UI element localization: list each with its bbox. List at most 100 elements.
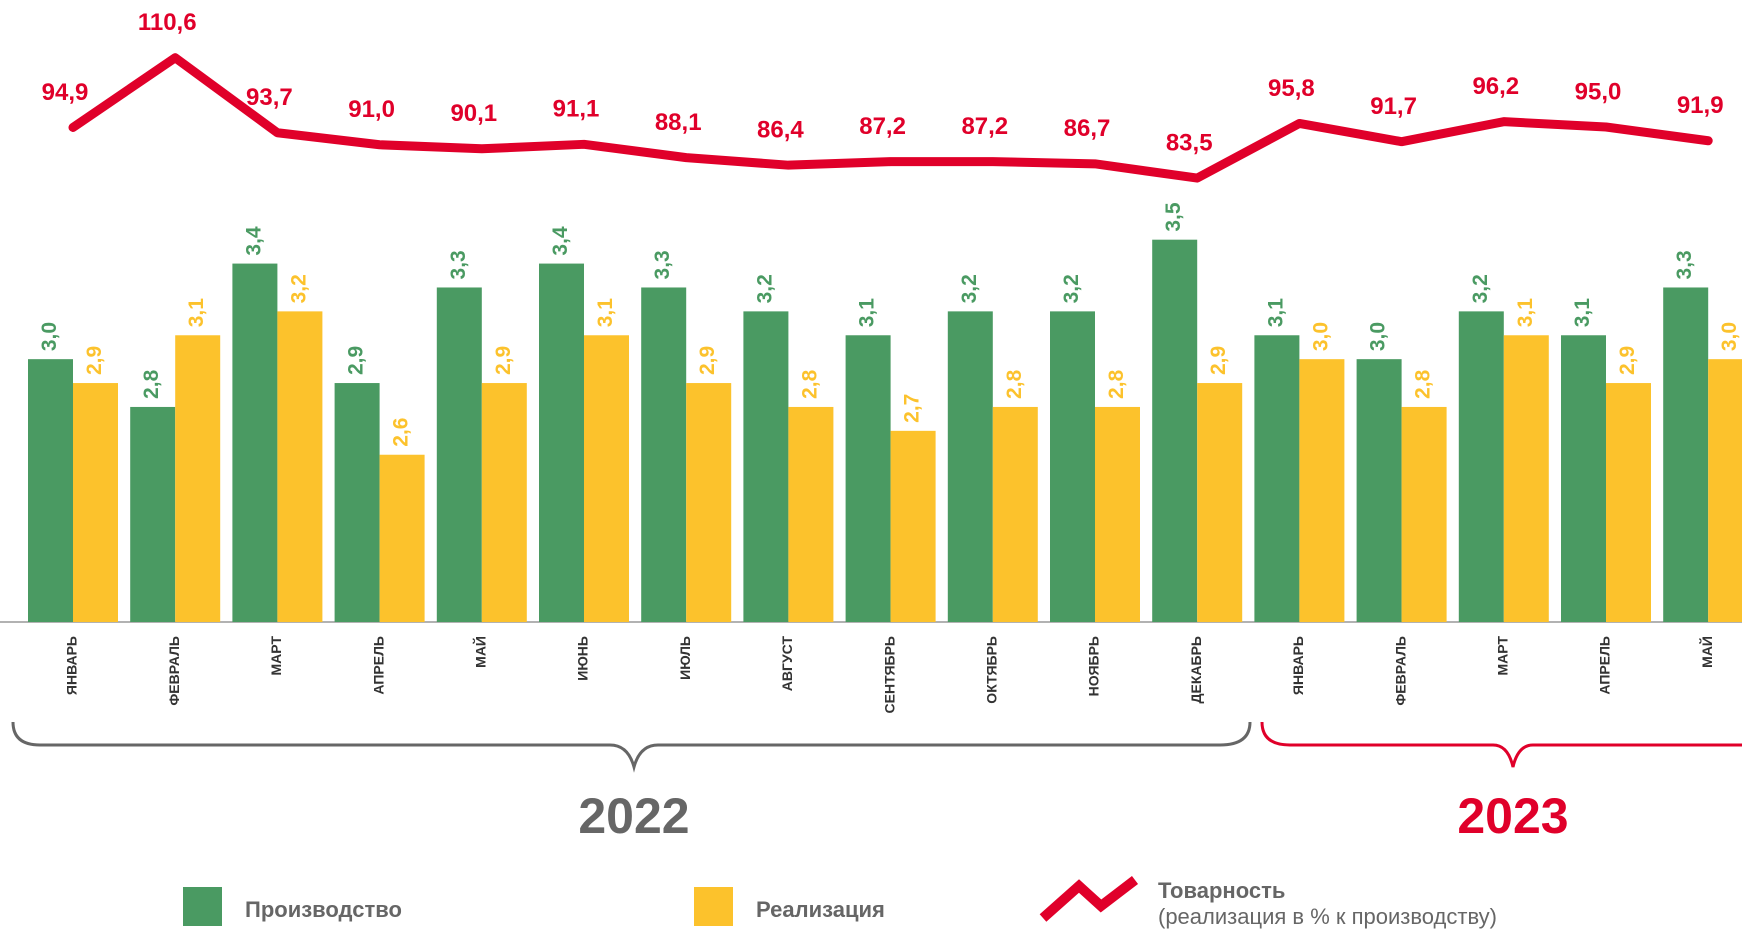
legend-swatch bbox=[1039, 876, 1139, 922]
bar-value-label: 3,1 bbox=[185, 298, 208, 328]
bar bbox=[1152, 239, 1198, 622]
bar bbox=[890, 430, 936, 622]
bar-value-label: 3,1 bbox=[594, 298, 617, 328]
bar-value-label: 2,9 bbox=[492, 346, 515, 375]
bar bbox=[1458, 311, 1504, 622]
bar-value-label: 3,4 bbox=[242, 226, 265, 256]
bar bbox=[539, 263, 584, 622]
bar bbox=[992, 406, 1038, 622]
line-value-label: 90,1 bbox=[450, 100, 497, 127]
x-tick-label: МАРТ bbox=[268, 636, 284, 676]
bar-value-label: 2,6 bbox=[390, 418, 413, 447]
x-tick-label: НОЯБРЬ bbox=[1086, 636, 1102, 696]
bar bbox=[277, 311, 323, 622]
bar bbox=[1254, 335, 1300, 622]
bar bbox=[743, 311, 789, 622]
line-value-label: 83,5 bbox=[1166, 129, 1213, 156]
bar-value-label: 2,9 bbox=[696, 346, 719, 375]
line-value-label: 95,0 bbox=[1575, 78, 1622, 105]
bar-value-label: 2,8 bbox=[1412, 369, 1435, 399]
bar-value-label: 2,9 bbox=[1207, 346, 1230, 375]
bar-value-label: 2,8 bbox=[140, 369, 163, 399]
bar bbox=[1708, 359, 1742, 622]
bar-value-label: 3,2 bbox=[753, 274, 776, 303]
bar bbox=[379, 454, 425, 622]
line-value-label: 87,2 bbox=[961, 113, 1008, 140]
x-tick-label: ОКТЯБРЬ bbox=[984, 636, 1000, 704]
bracket-2022 bbox=[11, 721, 1252, 773]
legend-label: Реализация bbox=[756, 897, 885, 922]
bar bbox=[28, 359, 73, 622]
bar bbox=[584, 335, 629, 622]
bar bbox=[1095, 406, 1140, 622]
year-label: 2023 bbox=[1457, 788, 1568, 844]
legend-label: Товарность bbox=[1158, 878, 1285, 903]
line-value-label: 87,2 bbox=[859, 113, 906, 140]
x-tick-label: ИЮНЬ bbox=[575, 636, 591, 681]
bar-value-label: 3,3 bbox=[1673, 250, 1696, 279]
x-tick-label: ЯНВАРЬ bbox=[1290, 636, 1306, 695]
line-value-label: 94,9 bbox=[42, 79, 89, 106]
bar-value-label: 3,4 bbox=[549, 226, 572, 256]
line-value-label: 91,7 bbox=[1370, 93, 1417, 120]
bar-value-label: 2,9 bbox=[83, 346, 106, 375]
bar bbox=[641, 287, 687, 622]
bar bbox=[1299, 359, 1345, 622]
bar-value-label: 3,2 bbox=[1469, 274, 1492, 303]
line-value-label: 96,2 bbox=[1472, 73, 1519, 100]
bar bbox=[1606, 383, 1651, 622]
legend-swatch bbox=[694, 887, 733, 926]
bar-value-label: 3,2 bbox=[1060, 274, 1083, 303]
line-value-label: 88,1 bbox=[655, 109, 702, 136]
bar bbox=[845, 335, 891, 622]
bar bbox=[947, 311, 993, 622]
bar-value-label: 2,9 bbox=[345, 346, 368, 375]
line-value-label: 91,1 bbox=[553, 96, 600, 123]
x-tick-label: ФЕВРАЛЬ bbox=[1392, 636, 1408, 706]
bar bbox=[788, 406, 834, 622]
line-value-label: 91,0 bbox=[348, 96, 395, 123]
line-value-label: 110,6 bbox=[138, 9, 197, 36]
bar-value-label: 3,0 bbox=[1309, 322, 1332, 351]
x-tick-label: МАРТ bbox=[1495, 636, 1511, 676]
bar-value-label: 2,9 bbox=[1616, 346, 1639, 375]
bar-value-label: 3,3 bbox=[651, 250, 674, 279]
bar bbox=[1356, 359, 1402, 622]
bar-value-label: 3,0 bbox=[1718, 322, 1741, 351]
line-value-label: 86,4 bbox=[757, 117, 804, 144]
bar bbox=[1197, 383, 1243, 622]
x-tick-label: ЯНВАРЬ bbox=[64, 636, 80, 695]
x-tick-label: ИЮЛЬ bbox=[677, 636, 693, 680]
bar-value-label: 3,5 bbox=[1162, 202, 1185, 232]
legend-label: Производство bbox=[245, 897, 402, 922]
bar bbox=[1401, 406, 1447, 622]
bar bbox=[130, 406, 176, 622]
bar-value-label: 2,8 bbox=[1105, 369, 1128, 399]
x-tick-label: АПРЕЛЬ bbox=[1597, 636, 1613, 695]
bar-value-label: 3,3 bbox=[447, 250, 470, 279]
year-label: 2022 bbox=[578, 788, 689, 844]
bar bbox=[334, 383, 380, 622]
bar-value-label: 3,1 bbox=[1514, 298, 1537, 328]
line-value-label: 93,7 bbox=[246, 84, 293, 111]
x-tick-label: АВГУСТ bbox=[779, 636, 795, 692]
line bbox=[68, 53, 1713, 183]
line-value-label: 86,7 bbox=[1064, 115, 1111, 142]
bar bbox=[436, 287, 482, 622]
x-tick-label: АПРЕЛЬ bbox=[370, 636, 386, 695]
bar bbox=[1503, 335, 1549, 622]
bar bbox=[481, 383, 527, 622]
bar-value-label: 3,0 bbox=[1367, 322, 1390, 351]
x-tick-label: МАЙ bbox=[1698, 636, 1715, 668]
x-tick-label: ДЕКАБРЬ bbox=[1188, 636, 1204, 703]
bar-value-label: 2,8 bbox=[1003, 369, 1026, 399]
bar bbox=[686, 383, 732, 622]
bar bbox=[232, 263, 278, 622]
line-value-label: 91,9 bbox=[1677, 92, 1724, 119]
x-tick-label: МАЙ bbox=[472, 636, 489, 668]
x-tick-label: ФЕВРАЛЬ bbox=[166, 636, 182, 706]
legend-note: (реализация в % к производству) bbox=[1158, 904, 1497, 929]
bar bbox=[175, 335, 221, 622]
